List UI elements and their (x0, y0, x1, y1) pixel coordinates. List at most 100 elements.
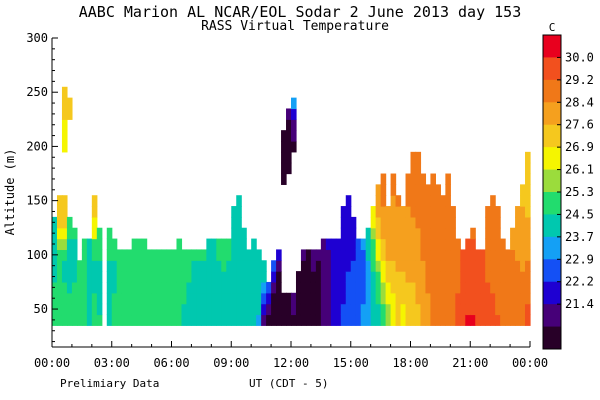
heatmap-cell (91, 281, 98, 294)
heatmap-cell (505, 303, 511, 316)
heatmap-cell (420, 271, 427, 283)
heatmap-cell (435, 314, 441, 326)
heatmap-cell (191, 303, 197, 316)
heatmap-cell (81, 281, 88, 294)
heatmap-cell (410, 314, 417, 326)
heatmap-cell (445, 195, 451, 207)
heatmap-cell (86, 249, 93, 261)
heatmap-cell (66, 314, 73, 326)
heatmap-cell (236, 216, 242, 229)
heatmap-cell (66, 227, 73, 240)
heatmap-cell (465, 271, 471, 283)
heatmap-cell (226, 271, 232, 283)
heatmap-cell (241, 271, 247, 283)
heatmap-cell (365, 249, 372, 261)
heatmap-cell (410, 260, 417, 272)
heatmap-cell (186, 260, 193, 272)
heatmap-cell (151, 249, 158, 261)
heatmap-cell (300, 281, 307, 294)
heatmap-cell (400, 292, 407, 305)
heatmap-cell (76, 271, 83, 283)
heatmap-cell (365, 292, 372, 305)
heatmap-cell (295, 271, 302, 283)
heatmap-cell (141, 303, 148, 316)
heatmap-cell (400, 249, 407, 261)
heatmap-cell (515, 238, 521, 251)
heatmap-cell (455, 292, 461, 305)
heatmap-cell (291, 141, 297, 153)
heatmap-cell (330, 303, 337, 316)
heatmap-cell (256, 281, 262, 294)
heatmap-cell (146, 281, 153, 294)
heatmap-cell (161, 314, 168, 326)
heatmap-cell (365, 303, 372, 316)
heatmap-cell (390, 216, 397, 229)
heatmap-cell (131, 281, 138, 294)
heatmap-cell (505, 281, 511, 294)
heatmap-cell (266, 292, 272, 305)
heatmap-cell (256, 271, 262, 283)
heatmap-cell (236, 249, 242, 261)
heatmap-cell (226, 249, 232, 261)
heatmap-cell (156, 303, 163, 316)
heatmap-cell (330, 314, 337, 326)
heatmap-cell (415, 173, 422, 185)
heatmap-cell (465, 303, 471, 316)
heatmap-cell (340, 227, 347, 240)
heatmap-cell (335, 271, 342, 283)
heatmap-cell (181, 260, 188, 272)
heatmap-cell (340, 238, 347, 251)
heatmap-cell (61, 260, 68, 272)
heatmap-cell (206, 260, 212, 272)
heatmap-cell (121, 303, 128, 316)
heatmap-cell (435, 184, 441, 196)
heatmap-cell (141, 292, 148, 305)
heatmap-cell (86, 314, 93, 326)
heatmap-cell (375, 216, 382, 229)
heatmap-cell (470, 303, 476, 316)
heatmap-cell (465, 314, 471, 326)
heatmap-cell (111, 314, 118, 326)
heatmap-cell (485, 238, 491, 251)
heatmap-cell (525, 281, 531, 294)
heatmap-cell (430, 281, 436, 294)
heatmap-cell (266, 281, 272, 294)
heatmap-cell (136, 314, 143, 326)
heatmap-cell (370, 227, 377, 240)
heatmap-cell (410, 162, 417, 175)
heatmap-cell (236, 260, 242, 272)
heatmap-cell (335, 260, 342, 272)
heatmap-cell (126, 249, 133, 261)
heatmap-cell (420, 281, 427, 294)
colorbar-swatch (543, 192, 561, 215)
heatmap-cell (430, 314, 436, 326)
heatmap-cell (136, 303, 143, 316)
heatmap-cell (186, 271, 193, 283)
heatmap-cell (445, 292, 451, 305)
heatmap-cell (480, 292, 486, 305)
heatmap-cell (425, 281, 432, 294)
heatmap-cell (355, 260, 362, 272)
heatmap-cell (111, 292, 118, 305)
heatmap-cell (116, 281, 123, 294)
heatmap-cell (76, 292, 83, 305)
heatmap-cell (525, 314, 531, 326)
heatmap-cell (520, 195, 526, 207)
heatmap-cell (520, 260, 526, 272)
heatmap-cell (440, 216, 446, 229)
heatmap-cell (520, 281, 526, 294)
heatmap-cell (131, 292, 138, 305)
heatmap-cell (385, 281, 392, 294)
heatmap-cell (430, 184, 436, 196)
heatmap-cell (91, 227, 98, 240)
heatmap-cell (276, 314, 282, 326)
heatmap-cell (515, 303, 521, 316)
heatmap-cell (126, 292, 133, 305)
heatmap-cell (76, 314, 83, 326)
heatmap-cell (340, 314, 347, 326)
heatmap-cell (136, 238, 143, 251)
heatmap-cell (390, 227, 397, 240)
heatmap-cell (251, 238, 257, 251)
heatmap-cell (425, 314, 432, 326)
heatmap-cell (410, 271, 417, 283)
